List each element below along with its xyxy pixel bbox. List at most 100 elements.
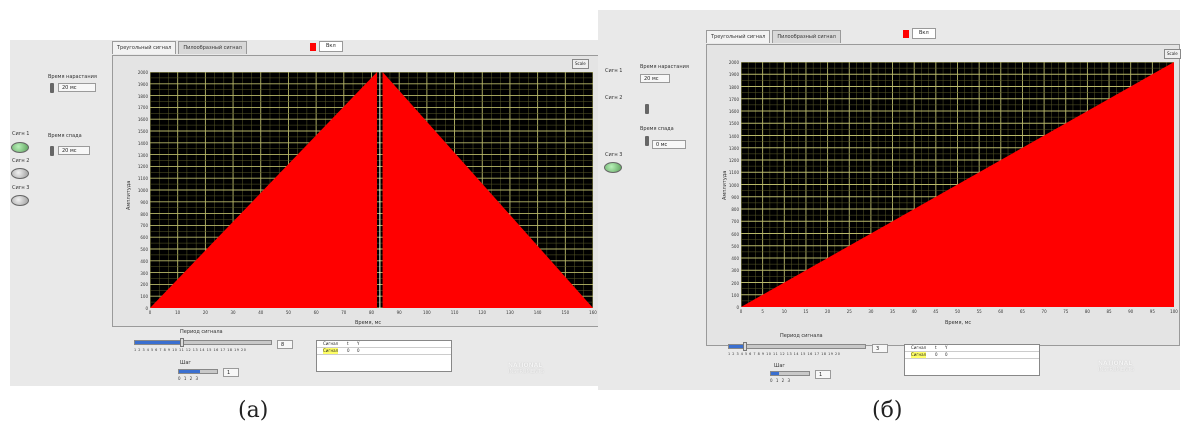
panel-b-tab-triangle[interactable]: Треугольный сигнал	[706, 30, 771, 43]
panel-b-y-axis-title: Амплитуда	[722, 170, 728, 200]
panel-b-control-value-1[interactable]: 20 мс	[640, 74, 670, 83]
panel-a-plot-area[interactable]	[150, 72, 593, 308]
panel-b-led-label-3: Сигн 3	[605, 152, 623, 158]
panel-a-led-1[interactable]	[11, 142, 29, 153]
panel-b-x-tick-label: 85	[1106, 309, 1112, 314]
panel-a-ni-logo-line2: INSTRUMENTS	[508, 369, 545, 375]
panel-a-slider2-value[interactable]: 1	[223, 368, 239, 377]
panel-b-x-tick-label: 80	[1084, 309, 1090, 314]
panel-b-y-tick-label: 800	[731, 207, 739, 212]
panel-b-control-value-2[interactable]: 0 мс	[652, 140, 686, 149]
panel-a-x-tick-label: 70	[341, 310, 347, 315]
panel-a-step-slider[interactable]	[178, 369, 218, 374]
panel-b-step-slider[interactable]	[770, 371, 810, 376]
panel-a-y-tick-label: 1300	[137, 152, 148, 158]
panel-b-plot-legend: Вкл	[903, 28, 936, 39]
panel-a-table-row[interactable]: Сигнал 0 0	[317, 348, 451, 355]
panel-b-ni-logo: NATIONAL INSTRUMENTS	[1098, 360, 1134, 374]
panel-b-x-tick-label: 65	[1019, 309, 1025, 314]
panel-a-period-slider[interactable]	[134, 340, 272, 345]
panel-a-x-tick-label: 160	[589, 310, 597, 315]
panel-b-plot-svg	[741, 62, 1174, 307]
panel-a-y-tick-label: 200	[140, 282, 148, 288]
panel-a-ni-logo: NATIONAL INSTRUMENTS	[508, 362, 544, 376]
panel-a-y-tick-label: 100	[140, 294, 148, 300]
panel-a-led-3[interactable]	[11, 195, 29, 206]
panel-a-tab-triangle[interactable]: Треугольный сигнал	[112, 41, 177, 54]
panel-a-y-tick-label: 1700	[137, 105, 148, 111]
panel-b-y-tick-label: 1200	[728, 158, 739, 163]
panel-b-control-label-1: Время нарастания	[640, 64, 689, 70]
panel-b-x-tick-label: 90	[1128, 309, 1134, 314]
panel-a-x-tick-label: 150	[561, 310, 570, 315]
panel-b-x-tick-label: 55	[976, 309, 982, 314]
panel-a-x-tick-label: 10	[175, 310, 181, 315]
panel-b-slider2-title: Шаг	[774, 363, 786, 369]
panel-b-y-tick-label: 1700	[728, 96, 739, 102]
panel-a-slider2-scale: 0 1 2 3	[178, 376, 199, 381]
panel-b-x-tick-label: 60	[998, 309, 1004, 314]
panel-b-plot-area[interactable]	[741, 62, 1174, 307]
panel-b-y-tick-label: 400	[731, 256, 739, 261]
panel-b-legend-button[interactable]: Вкл	[912, 28, 936, 39]
panel-b-y-tick-label: 100	[731, 292, 739, 298]
panel-b-y-tick-label: 1900	[728, 72, 739, 78]
panel-b-period-slider-fill	[729, 345, 746, 348]
panel-b-y-tick-label: 600	[731, 231, 739, 237]
panel-a-led-label-1: Сигн 1	[12, 131, 30, 137]
panel-b-x-tick-label: 15	[803, 309, 809, 314]
panel-a-y-tick-label: 1000	[137, 188, 148, 193]
panel-a-y-tick-label: 1400	[137, 140, 148, 146]
panel-b-scale-button[interactable]: Scale	[1164, 49, 1181, 59]
panel-a-legend-button[interactable]: Вкл	[319, 41, 343, 52]
panel-b-slider2-scale: 0 1 2 3	[770, 378, 791, 383]
panel-b-ni-logo-line1: NATIONAL	[1098, 360, 1133, 367]
panel-b-x-tick-label: 5	[761, 309, 764, 314]
panel-a-cursor-table[interactable]: Сигнал t Y Сигнал 0 0	[316, 340, 452, 372]
panel-a-x-axis-title: Время, мс	[355, 320, 382, 326]
panel-b-x-axis-title: Время, мс	[945, 320, 972, 326]
panel-a-control-value-1[interactable]: 20 мс	[58, 83, 96, 92]
panel-a-period-slider-knob[interactable]	[180, 338, 185, 347]
panel-a-y-tick-label: 1900	[137, 81, 148, 87]
panel-b-toggle-1[interactable]	[645, 104, 649, 114]
panel-b-tab-sawtooth[interactable]: Пилообразный сигнал	[772, 30, 841, 43]
panel-b-control-label-2: Время спада	[640, 126, 674, 132]
panel-a-slider-value[interactable]: 8	[277, 340, 293, 349]
panel-b-x-tick-label: 35	[890, 309, 896, 314]
panel-a-ni-logo-line1: NATIONAL	[508, 362, 543, 369]
panel-b-toggle-2[interactable]	[645, 136, 649, 146]
panel-b-slider-value[interactable]: 3	[872, 344, 888, 353]
panel-b-slider-scale: 1 2 3 4 5 6 7 8 9 10 11 12 13 14 15 16 1…	[728, 352, 841, 356]
panel-b-x-tick-label: 100	[1170, 309, 1178, 314]
panel-b-y-tick-label: 1400	[728, 133, 739, 139]
panel-a-y-tick-label: 300	[140, 270, 148, 276]
panel-a-scale-button[interactable]: Scale	[572, 59, 589, 69]
panel-a-control-value-2[interactable]: 20 мс	[58, 146, 90, 155]
panel-a-th-1: Сигнал	[323, 341, 339, 346]
panel-b-x-tick-label: 10	[781, 309, 787, 314]
panel-b-td-2: 0	[935, 352, 938, 357]
panel-a-led-label-2: Сигн 2	[12, 158, 30, 164]
panel-b-slider2-value[interactable]: 1	[815, 370, 831, 379]
panel-b-cursor-table[interactable]: Сигнал t Y Сигнал 0 0	[904, 344, 1040, 376]
panel-b-y-tick-label: 1300	[728, 145, 739, 151]
panel-b-period-slider[interactable]	[728, 344, 866, 349]
panel-b-y-tick-label: 300	[731, 268, 739, 274]
panel-b-table-row[interactable]: Сигнал 0 0	[905, 352, 1039, 359]
panel-b-led-3[interactable]	[604, 162, 622, 173]
panel-a-tabstrip: Треугольный сигнал Пилообразный сигнал	[112, 41, 247, 54]
panel-b-y-tick-label: 200	[731, 280, 739, 286]
panel-a-led-2[interactable]	[11, 168, 29, 179]
panel-a-step-slider-fill	[179, 370, 200, 373]
panel-b-y-tick-label: 900	[731, 194, 739, 200]
panel-a-control-label-2: Время спада	[48, 133, 82, 139]
panel-a-plot-svg	[150, 72, 593, 308]
panel-a-y-tick-label: 600	[140, 235, 148, 241]
panel-a-toggle-2[interactable]	[50, 146, 54, 156]
panel-b-period-slider-knob[interactable]	[742, 342, 747, 351]
panel-a-x-tick-label: 100	[423, 310, 431, 315]
panel-a-toggle-1[interactable]	[50, 83, 54, 93]
panel-a-x-tick-label: 120	[478, 310, 487, 315]
panel-a-tab-sawtooth[interactable]: Пилообразный сигнал	[178, 41, 247, 54]
